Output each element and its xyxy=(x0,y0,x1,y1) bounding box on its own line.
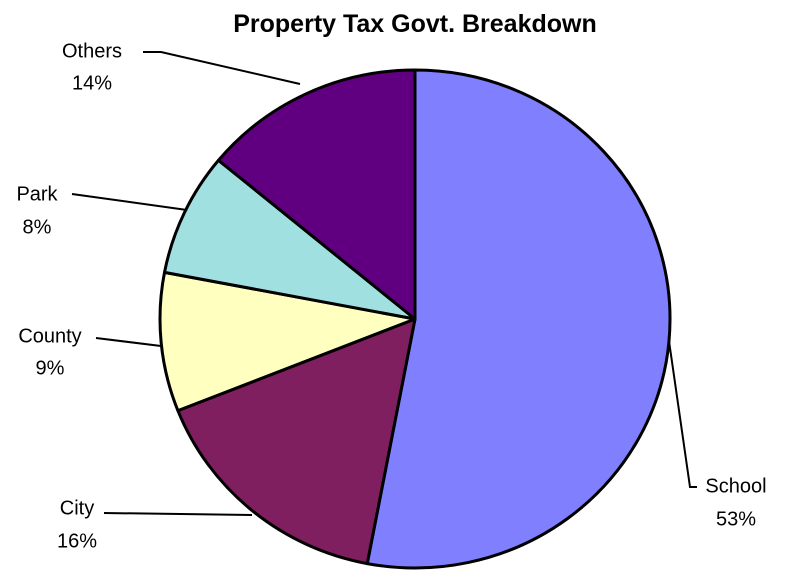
slice-percent-label-others: 14% xyxy=(72,72,112,94)
slice-name-label-city: City xyxy=(60,497,94,519)
slice-name-label-school: School xyxy=(705,475,766,497)
leader-line-city xyxy=(103,512,253,516)
pie-slices xyxy=(158,68,672,570)
slice-name-label-county: County xyxy=(18,325,81,347)
slice-percent-label-school: 53% xyxy=(716,508,756,530)
slice-name-label-park: Park xyxy=(16,183,58,205)
slice-percent-label-city: 16% xyxy=(57,530,97,552)
leader-line-park xyxy=(71,193,188,211)
pie-slice-park xyxy=(163,158,417,321)
slice-labels: School 53% City 16% County 9% Park 8% Others 14% xyxy=(16,40,766,552)
leader-line-school xyxy=(668,340,697,488)
chart-title: Property Tax Govt. Breakdown xyxy=(233,10,597,38)
pie-slice-others xyxy=(217,68,417,321)
slice-name-label-others: Others xyxy=(62,40,122,62)
slice-percent-label-park: 8% xyxy=(23,216,52,238)
leader-lines xyxy=(71,51,697,516)
leader-line-county xyxy=(95,337,162,347)
slice-percent-label-county: 9% xyxy=(36,357,65,379)
pie-slice-county xyxy=(158,270,417,413)
leader-line-others xyxy=(143,51,301,85)
pie-slice-city xyxy=(176,317,417,566)
